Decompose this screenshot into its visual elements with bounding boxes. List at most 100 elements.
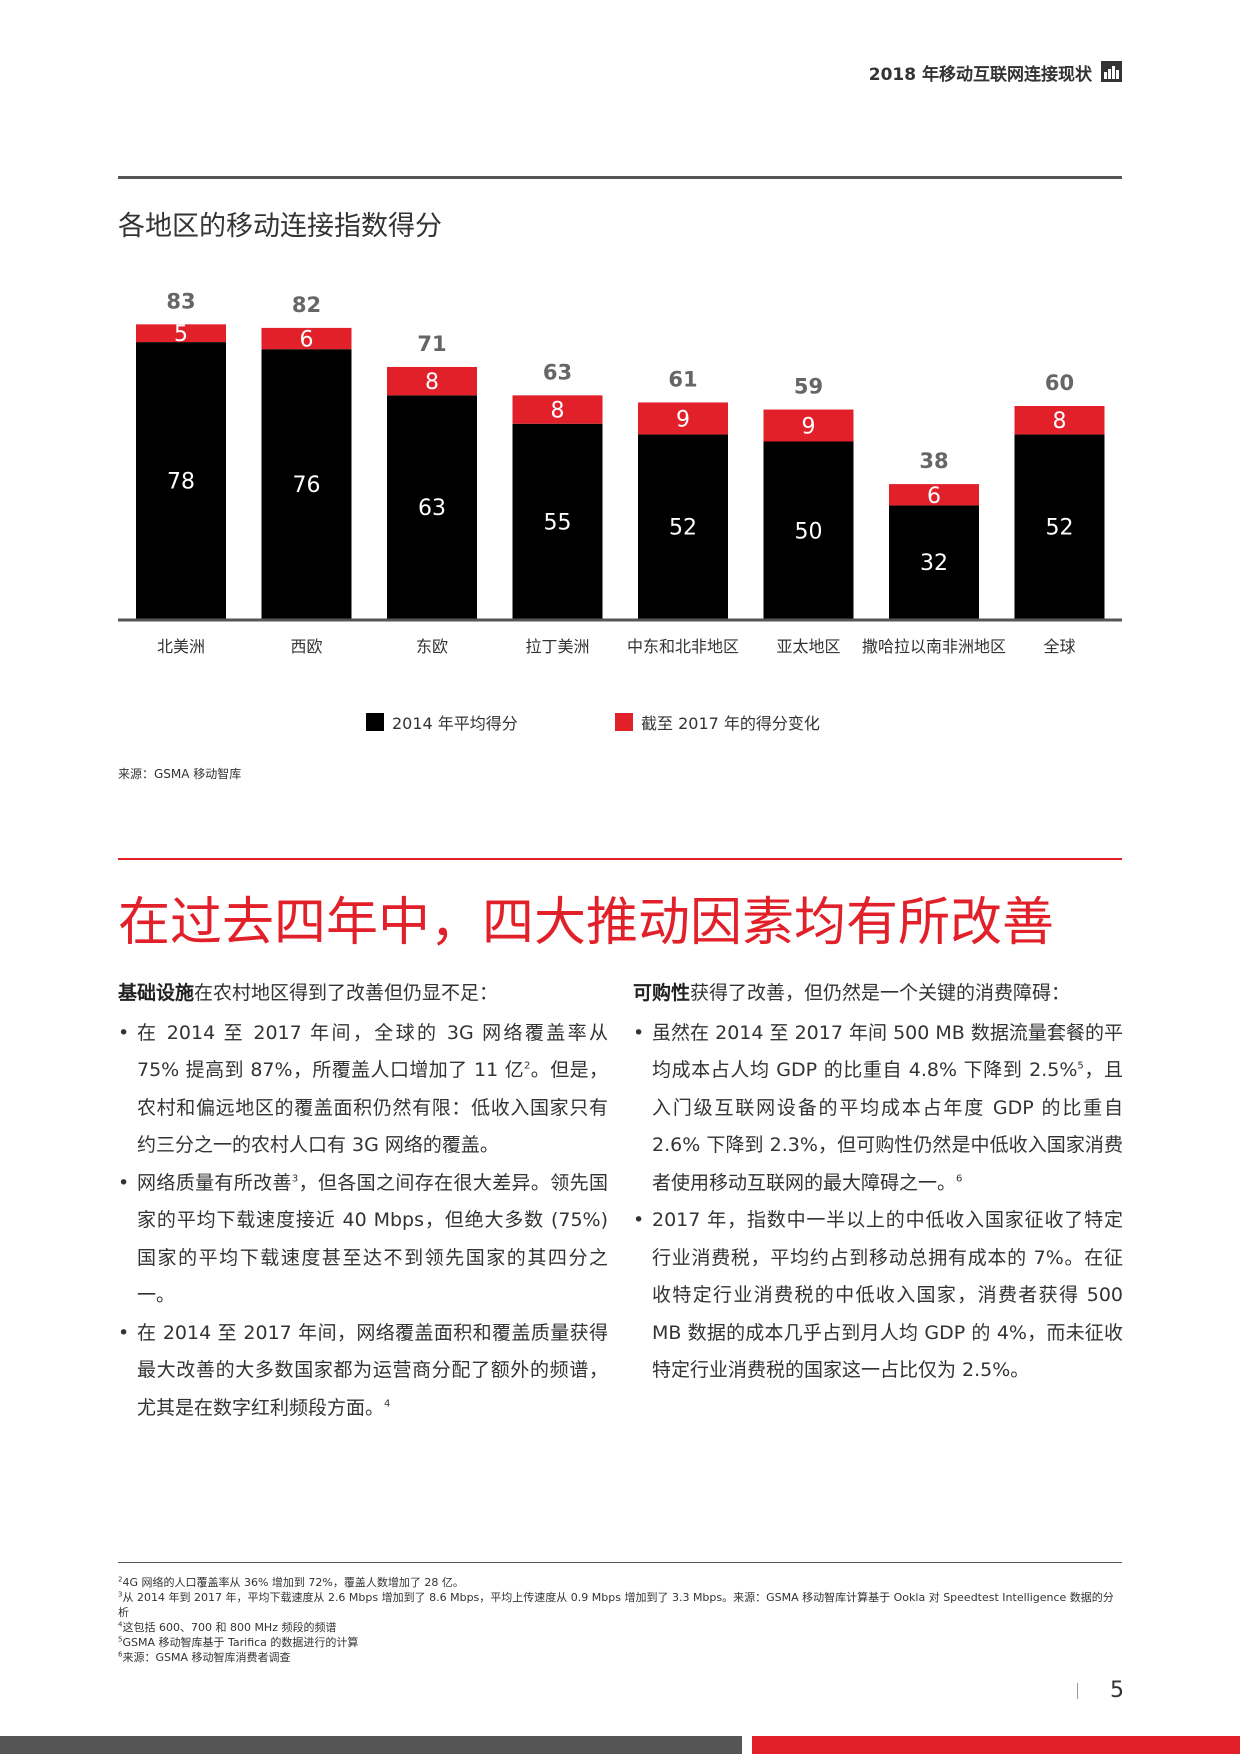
- footnote-divider: [118, 1562, 1122, 1563]
- data-label-change-1: 6: [300, 328, 314, 353]
- total-label-2: 71: [417, 332, 446, 356]
- footnote-ref-2: 2: [524, 1060, 531, 1072]
- x-tick-label-2: 东欧: [416, 637, 448, 656]
- x-tick-label-3: 拉丁美洲: [525, 637, 589, 656]
- left-intro: 基础设施在农村地区得到了改善但仍显不足：: [118, 975, 608, 1013]
- left-bullet-2: 网络质量有所改善3，但各国之间存在很大差异。领先国家的平均下载速度接近 40 M…: [118, 1165, 608, 1315]
- left-intro-rest: 在农村地区得到了改善但仍显不足：: [194, 982, 499, 1004]
- legend-swatch-red: [615, 713, 633, 731]
- bar-2014-6: [889, 505, 979, 619]
- footnote-6-marker: 6: [118, 1650, 123, 1659]
- right-bullet-2: 2017 年，指数中一半以上的中低收入国家征收了特定行业消费税，平均约占到移动总…: [633, 1202, 1123, 1390]
- bar-2014-3: [512, 423, 603, 619]
- bar-change-5: [763, 409, 854, 442]
- left-bullet-1-rest: 。但是，农村和偏远地区的覆盖面积仍然有限：低收入国家只有约三分之一的农村人口有 …: [137, 1059, 608, 1156]
- data-label-2014-6: 32: [920, 551, 948, 576]
- total-label-7: 60: [1045, 371, 1074, 395]
- data-label-2014-5: 50: [795, 519, 823, 544]
- footnote-5: 5GSMA 移动智库基于 Tarifica 的数据进行的计算: [118, 1635, 1122, 1650]
- footnote-2-marker: 2: [118, 1575, 123, 1584]
- left-bullet-3: 在 2014 至 2017 年间，网络覆盖面积和覆盖质量获得最大改善的大多数国家…: [118, 1315, 608, 1428]
- bar-change-1: [261, 327, 352, 350]
- x-tick-label-6: 撒哈拉以南非洲地区: [862, 637, 1006, 656]
- data-label-change-4: 9: [676, 407, 690, 432]
- top-divider: [118, 176, 1122, 179]
- gsma-logo-icon: [1101, 61, 1122, 82]
- bottom-bar-gray: [0, 1736, 742, 1754]
- x-tick-label-5: 亚太地区: [776, 637, 840, 656]
- data-label-change-2: 8: [425, 370, 439, 395]
- left-column: 基础设施在农村地区得到了改善但仍显不足： 在 2014 至 2017 年间，全球…: [118, 975, 608, 1427]
- x-tick-label-0: 北美洲: [157, 637, 205, 656]
- left-bullet-list: 在 2014 至 2017 年间，全球的 3G 网络覆盖率从 75% 提高到 8…: [118, 1015, 608, 1428]
- footnote-ref-5: 5: [1077, 1060, 1084, 1072]
- right-bullet-2-text: 2017 年，指数中一半以上的中低收入国家征收了特定行业消费税，平均约占到移动总…: [652, 1209, 1123, 1381]
- bottom-bar-red: [752, 1736, 1240, 1754]
- chart-title: 各地区的移动连接指数得分: [118, 211, 442, 242]
- chart-source: 来源：GSMA 移动智库: [118, 767, 242, 781]
- bar-2014-0: [136, 342, 226, 619]
- footnote-3-text: 从 2014 年到 2017 年，平均下载速度从 2.6 Mbps 增加到了 8…: [118, 1591, 1114, 1619]
- right-bullet-1: 虽然在 2014 至 2017 年间 500 MB 数据流量套餐的平均成本占人均…: [633, 1015, 1123, 1203]
- left-bullet-1: 在 2014 至 2017 年间，全球的 3G 网络覆盖率从 75% 提高到 8…: [118, 1015, 608, 1165]
- x-tick-label-7: 全球: [1043, 637, 1075, 656]
- left-bullet-2-rest: ，但各国之间存在很大差异。领先国家的平均下载速度接近 40 Mbps，但绝大多数…: [137, 1171, 608, 1307]
- page-number-separator: [1077, 1683, 1078, 1699]
- left-intro-bold: 基础设施: [118, 982, 195, 1004]
- legend-label-2014: 2014 年平均得分: [392, 714, 518, 733]
- page-number: 5: [1110, 1678, 1124, 1703]
- footnote-4: 4这包括 600、700 和 800 MHz 频段的频谱: [118, 1620, 1122, 1635]
- bar-change-2: [387, 366, 477, 396]
- footnote-4-text: 这包括 600、700 和 800 MHz 频段的频谱: [122, 1621, 337, 1634]
- total-label-6: 38: [919, 449, 948, 473]
- bar-change-0: [136, 324, 226, 343]
- right-intro-bold: 可购性: [633, 982, 691, 1004]
- total-label-0: 83: [166, 289, 195, 313]
- bar-2014-1: [261, 349, 352, 619]
- section-divider-red: [118, 858, 1122, 860]
- data-label-2014-3: 55: [544, 510, 572, 535]
- bar-2014-5: [763, 441, 854, 619]
- left-bullet-2-text: 网络质量有所改善: [137, 1171, 292, 1194]
- legend-label-change: 截至 2017 年的得分变化: [641, 714, 820, 733]
- right-intro-rest: 获得了改善，但仍然是一个关键的消费障碍：: [690, 982, 1071, 1004]
- total-label-3: 63: [543, 360, 572, 384]
- data-label-2014-7: 52: [1046, 516, 1074, 541]
- footnote-ref-4: 4: [384, 1398, 391, 1410]
- x-tick-label-1: 西欧: [290, 637, 322, 656]
- stacked-bar-chart: 78583北美洲76682西欧63871东欧55863拉丁美洲52961中东和北…: [118, 289, 1122, 656]
- right-intro: 可购性获得了改善，但仍然是一个关键的消费障碍：: [633, 975, 1123, 1013]
- footnote-6: 6来源：GSMA 移动智库消费者调查: [118, 1650, 1122, 1665]
- data-label-2014-4: 52: [669, 516, 697, 541]
- right-column: 可购性获得了改善，但仍然是一个关键的消费障碍： 虽然在 2014 至 2017 …: [633, 975, 1123, 1390]
- data-label-change-0: 5: [174, 322, 188, 347]
- total-label-4: 61: [668, 367, 697, 391]
- bar-change-3: [512, 395, 603, 424]
- bar-change-6: [889, 484, 979, 506]
- x-tick-label-4: 中东和北非地区: [627, 637, 739, 656]
- section-headline: 在过去四年中，四大推动因素均有所改善: [118, 893, 1055, 953]
- left-bullet-3-text: 在 2014 至 2017 年间，网络覆盖面积和覆盖质量获得最大改善的大多数国家…: [137, 1321, 608, 1419]
- legend-item-change: 截至 2017 年的得分变化: [615, 710, 820, 734]
- footnote-5-text: GSMA 移动智库基于 Tarifica 的数据进行的计算: [122, 1636, 359, 1649]
- bar-change-7: [1014, 406, 1105, 435]
- data-label-change-5: 9: [802, 415, 816, 440]
- bar-2014-2: [387, 395, 477, 619]
- footnote-6-text: 来源：GSMA 移动智库消费者调查: [122, 1651, 291, 1664]
- footnote-4-marker: 4: [118, 1620, 123, 1629]
- footnote-3-marker: 3: [118, 1590, 123, 1599]
- data-label-change-6: 6: [927, 484, 941, 509]
- data-label-2014-1: 76: [293, 473, 321, 498]
- right-bullet-1-rest: ，且入门级互联网设备的平均成本占年度 GDP 的比重自 2.6% 下降到 2.3…: [652, 1059, 1123, 1194]
- data-label-2014-0: 78: [167, 470, 195, 495]
- left-bullet-1-text: 在 2014 至 2017 年间，全球的 3G 网络覆盖率从 75% 提高到 8…: [137, 1021, 608, 1082]
- data-label-change-3: 8: [551, 399, 565, 424]
- footnote-ref-3: 3: [291, 1173, 299, 1185]
- running-header-title: 2018 年移动互联网连接现状: [868, 65, 1092, 85]
- data-label-2014-2: 63: [418, 496, 446, 521]
- data-label-change-7: 8: [1053, 409, 1067, 434]
- total-label-5: 59: [794, 375, 823, 399]
- footnote-ref-6: 6: [956, 1173, 963, 1185]
- legend-item-2014: 2014 年平均得分: [366, 710, 518, 734]
- footnotes: 24G 网络的人口覆盖率从 36% 增加到 72%，覆盖人数增加了 28 亿。 …: [118, 1575, 1122, 1665]
